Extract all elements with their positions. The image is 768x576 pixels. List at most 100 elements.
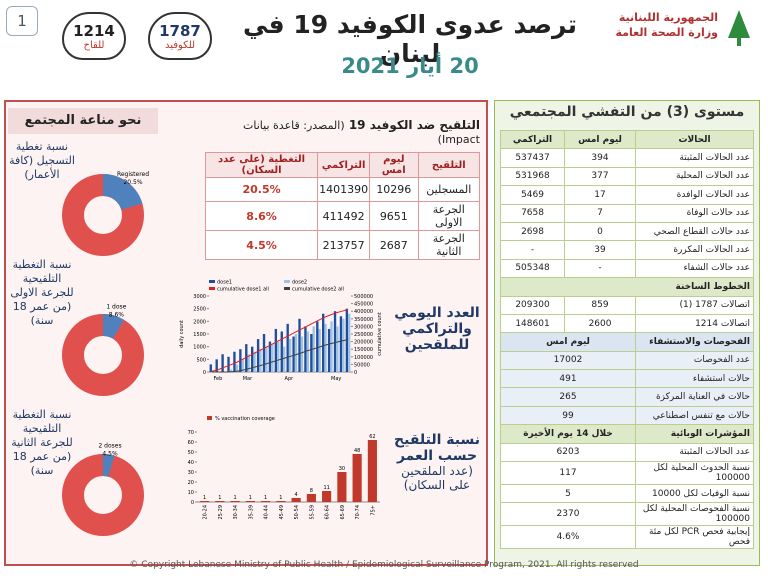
bar — [256, 339, 260, 372]
bar — [253, 351, 256, 372]
age-chart: 0 10 20 30 40 50 60 70 % vaccination coverage 1 20… — [188, 416, 380, 520]
cell: 7 — [564, 203, 636, 223]
bar — [291, 498, 301, 502]
header-cell: خلال 14 يوم الأخيرة — [500, 424, 636, 444]
value-label: 8.6% — [109, 312, 125, 319]
row: نسبة الوفيات لكل 10000 5 — [500, 484, 754, 504]
cell: نسبة الحدوث المحلية لكل 100000 — [635, 461, 754, 486]
value-label: 20.5% — [123, 179, 142, 186]
slice-label: 1 dose — [106, 304, 126, 311]
title: ترصد عدوى الكوفيد 19 في لبنان — [243, 10, 577, 68]
donut-rest — [62, 454, 144, 536]
y-tick-label: 0 — [191, 500, 194, 506]
donut-slice — [102, 314, 125, 340]
bar — [336, 326, 339, 372]
section-row: الفحوصات والاستشفاء ليوم امس — [500, 332, 754, 352]
cell: 213757 — [317, 230, 371, 260]
value-label: 4.5% — [102, 450, 118, 457]
y-tick-label: 1500 — [193, 332, 206, 338]
value-label: 1 — [249, 495, 252, 501]
cell: 2600 — [564, 313, 636, 334]
bar — [227, 356, 230, 372]
x-tick-label: 60-64 — [325, 505, 331, 520]
cell: عدد الحالات المثبتة — [635, 442, 754, 463]
section-row: المؤشرات الوبائية خلال 14 يوم الأخيرة — [500, 424, 754, 444]
cell: 411492 — [317, 201, 371, 231]
outbreak-table: الحالات ليوم امس التراكمي عدد الحالات المثب… — [499, 129, 754, 550]
cedar-logo — [728, 10, 750, 46]
cell: 377 — [564, 166, 636, 187]
cell: عدد الحالات الوافدة — [635, 185, 754, 205]
y2-tick-label: 450000 — [354, 302, 373, 308]
row: عدد الحالات المحلية 377 531968 — [499, 166, 754, 187]
cell: 4.5% — [204, 230, 319, 260]
cell: 394 — [564, 148, 636, 168]
cell: 537437 — [499, 148, 566, 168]
cell: اتصالات 1214 — [635, 313, 754, 334]
row: عدد حالات الشفاء -505348 — [499, 258, 754, 279]
y2-axis-label: cumulative count — [377, 312, 383, 356]
y2-tick-label: 0 — [354, 370, 357, 376]
cell: عدد الحالات المحلية — [635, 166, 754, 187]
y-axis-label: daily count — [179, 320, 185, 348]
ministry: الجمهورية اللبنانية وزارة الصحة العامة — [610, 10, 719, 40]
donut-slice — [102, 174, 143, 211]
x-tick-label: 35-39 — [248, 505, 254, 520]
value-label: 62 — [369, 434, 375, 440]
cell: الجرعة الاولى — [417, 201, 481, 231]
bar — [230, 501, 240, 502]
row: عدد الحالات المثبتة 394 537437 — [499, 148, 754, 168]
row: عدد الحالات المثبتة 6203 — [500, 442, 754, 463]
bar — [274, 328, 278, 372]
cell: المسجلين — [417, 177, 481, 202]
y-tick-label: 20 — [188, 480, 194, 486]
cell: 505348 — [499, 258, 566, 279]
bar — [306, 494, 316, 502]
section-title: نحو مناعة المجتمع — [8, 108, 158, 134]
bar — [280, 331, 283, 372]
x-tick-label: 40-44 — [264, 505, 270, 520]
bar — [245, 344, 248, 372]
donut-caption: نسبة التغطية التلقيحية للجرعة الثانية (م… — [11, 408, 73, 477]
row: اتصالات 1214 2600 148601 — [499, 313, 754, 334]
cell: نسبة الوفيات لكل 10000 — [635, 484, 754, 504]
bar — [288, 339, 292, 372]
outbreak-table-wrap: الحالات ليوم امس التراكمي عدد الحالات المثب… — [499, 129, 754, 550]
row: إيجابية فحص PCR لكل مئة فحص 4.6% — [500, 525, 754, 550]
y-tick-label: 2000 — [193, 319, 206, 325]
row: حالات استشفاء 491 — [500, 369, 754, 389]
cell: 17002 — [500, 350, 636, 371]
bar — [292, 336, 295, 372]
bar — [322, 313, 325, 372]
line — [211, 309, 349, 372]
row: عدد حالات الوفاة 7 7658 — [499, 203, 754, 223]
bar — [229, 369, 233, 372]
bar — [330, 321, 333, 372]
cell: 4.6% — [500, 525, 636, 550]
slice-label: 2 doses — [98, 442, 121, 449]
y2-tick-label: 400000 — [354, 309, 373, 315]
footer: © Copyright Lebanese Ministry of Public … — [129, 560, 639, 570]
y2-tick-label: 50000 — [354, 362, 370, 368]
bar — [235, 364, 238, 372]
bar — [339, 316, 343, 372]
hotline-label: للكوفيد — [164, 40, 196, 51]
y-tick-label: 500 — [196, 357, 206, 363]
legend-label: % vaccination coverage — [215, 416, 275, 422]
cell: 531968 — [499, 166, 566, 187]
donut-caption: نسبة تغطية التسجيل (كافة الأعمار) — [9, 140, 75, 181]
bar — [268, 341, 272, 372]
caption-subtitle: (عدد الملقحين على السكان) — [401, 464, 473, 492]
y-tick-label: 0 — [203, 370, 206, 376]
y-tick-label: 50 — [188, 450, 194, 456]
x-tick-label: 20-24 — [203, 505, 209, 520]
cell: 5469 — [499, 185, 566, 205]
bar — [310, 334, 313, 372]
chart-caption: نسبة التلقيح حسب العمر (عدد الملقحين على … — [392, 432, 482, 492]
y-tick-label: 60 — [188, 440, 194, 446]
x-tick-label: 30-34 — [233, 505, 239, 520]
bar — [298, 318, 301, 372]
value-label: 48 — [354, 448, 360, 454]
